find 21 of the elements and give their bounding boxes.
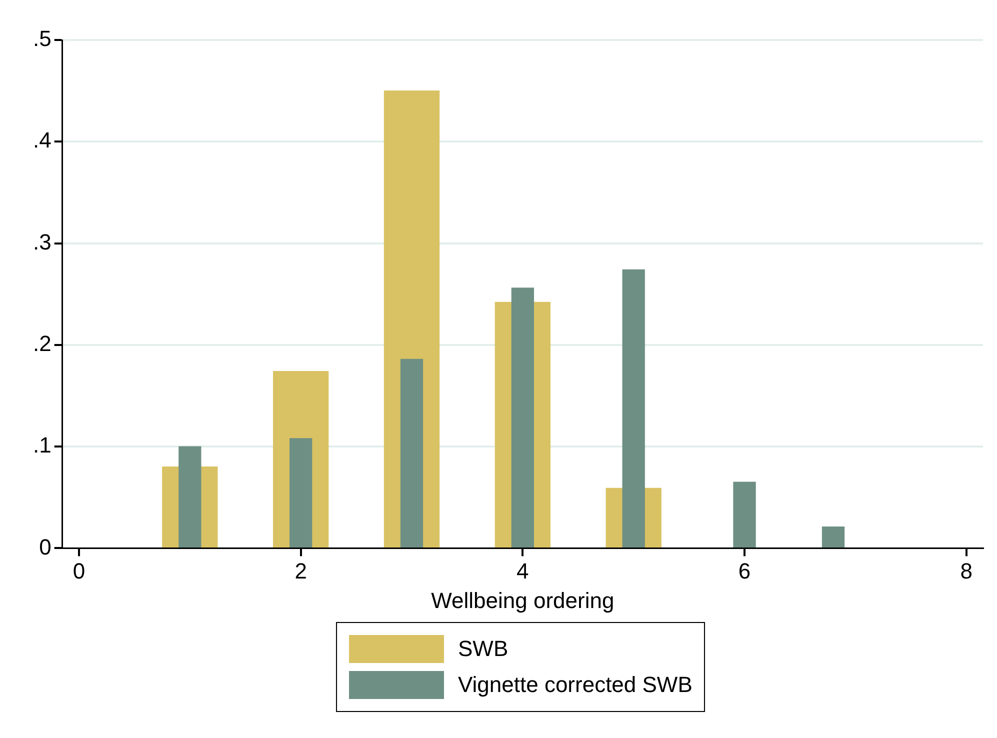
y-tick-label: 0 xyxy=(39,534,52,560)
y-tick-label: .3 xyxy=(32,229,52,254)
legend-label: SWB xyxy=(458,636,508,662)
bar xyxy=(178,446,202,548)
x-tick-label: 0 xyxy=(72,558,86,584)
bar xyxy=(733,482,756,548)
y-tick-label: .5 xyxy=(32,26,52,52)
x-tick-label: 8 xyxy=(960,558,972,584)
bar xyxy=(400,358,424,548)
bar xyxy=(622,269,645,548)
bar xyxy=(290,438,312,548)
y-tick-label: .1 xyxy=(32,432,52,458)
x-tick-label: 4 xyxy=(516,558,529,584)
x-tick-label: 2 xyxy=(294,558,307,584)
bar xyxy=(822,526,845,548)
y-tick-label: .2 xyxy=(32,330,52,356)
bar xyxy=(511,288,534,548)
legend-label: Vignette corrected SWB xyxy=(458,672,692,698)
y-tick-label: .4 xyxy=(32,128,52,153)
x-axis-title: Wellbeing ordering xyxy=(431,588,614,613)
x-tick-label: 6 xyxy=(738,558,751,584)
